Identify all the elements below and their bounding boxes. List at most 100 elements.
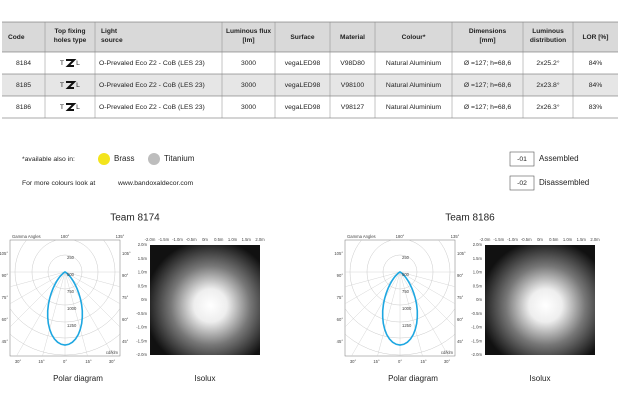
isolux-x-label: -1.0m [507, 237, 518, 242]
radial-label: 1250 [402, 323, 412, 328]
polar-grid [10, 240, 120, 356]
cell: 2x23.8° [536, 81, 559, 89]
polar-curve [381, 271, 419, 346]
polar-spoke [64, 271, 114, 356]
isolux-y-label: -1.5m [136, 338, 147, 343]
cell: V98127 [341, 104, 365, 111]
radial-label: 750 [67, 289, 75, 294]
isolux-caption: Isolux [530, 374, 551, 383]
angle-label: 75° [2, 295, 9, 300]
version-code: -02 [517, 180, 527, 187]
isolux-x-label: 2.0m [590, 237, 600, 242]
cell: O-Prevaled Eco Z2 - CoB (LES 23) [99, 104, 205, 111]
isolux-y-label: -1.0m [471, 325, 482, 330]
angle-label: 90° [457, 273, 464, 278]
isolux-y-label: 1.5m [473, 256, 483, 261]
angle-label: 75° [457, 295, 464, 300]
isolux-y-label: 0m [141, 297, 147, 302]
polar-spoke [64, 271, 120, 287]
radial-label: 1000 [402, 306, 412, 311]
isolux-y-label: -0.5m [136, 311, 147, 316]
polar-spoke [64, 271, 120, 304]
angle-label: 0° [398, 359, 402, 364]
availability-label: *available also in: [22, 156, 75, 163]
version-box [509, 175, 535, 191]
isolux-y-label: -1.5m [471, 338, 482, 343]
angle-label: 30° [15, 359, 22, 364]
polar-unit: cd/klm [106, 350, 119, 355]
radial-label: 1000 [67, 306, 77, 311]
isolux-x-label: 0m [537, 237, 543, 242]
polar-header: Gamma Angles [347, 234, 376, 239]
isolux-x-label: 2.0m [255, 237, 265, 242]
cell: 83% [589, 104, 603, 111]
radial-label: 250 [402, 255, 410, 260]
radial-label: 250 [67, 255, 75, 260]
polar-header: Gamma Angles [12, 234, 41, 239]
column-header: Colour* [402, 34, 426, 41]
isolux-x-label: -0.5m [521, 237, 532, 242]
polar-spoke [399, 271, 455, 287]
isolux-x-label: -2.0m [480, 237, 491, 242]
polar-spoke [351, 271, 401, 356]
isolux-y-label: 2.0m [138, 242, 148, 247]
isolux-y-label: 1.0m [138, 270, 148, 275]
finish-name: Brass [114, 154, 134, 163]
angle-label: 0° [63, 359, 67, 364]
cell: O-Prevaled Eco Z2 - CoB (LES 23) [99, 82, 205, 89]
cell: 84% [589, 82, 603, 89]
isolux-y-label: 2.0m [473, 242, 483, 247]
fixing-icon [65, 103, 77, 111]
polar-caption: Polar diagram [53, 374, 103, 383]
angle-label: 60° [122, 317, 129, 322]
polar-header: 135° [451, 234, 460, 239]
fixing-right: L [76, 82, 80, 89]
isolux-map [485, 245, 595, 355]
polar-grid [345, 240, 455, 356]
angle-label: 105° [122, 251, 131, 256]
fixing-left: T [60, 60, 64, 67]
polar-spoke [16, 271, 66, 356]
isolux-x-label: -1.0m [172, 237, 183, 242]
polar-header: 180° [396, 234, 405, 239]
cell: vegaLED98 [285, 82, 321, 89]
cell: Ø =127; h=68,6 [464, 104, 511, 111]
polar-curve [46, 271, 84, 346]
polar-spoke [399, 271, 449, 356]
radial-label: 500 [402, 272, 410, 277]
polar-caption: Polar diagram [388, 374, 438, 383]
polar-spoke [10, 271, 66, 287]
more-link[interactable]: www.bandoxaldecor.com [117, 180, 194, 187]
polar-spoke [399, 271, 455, 328]
polar-unit: cd/klm [441, 350, 454, 355]
radial-label: 1250 [67, 323, 77, 328]
isolux-x-label: 1.0m [563, 237, 573, 242]
cell: 3000 [241, 104, 256, 111]
polar-spoke [345, 271, 401, 304]
fixing-icon [65, 81, 77, 89]
cell: 2x26.3° [536, 103, 559, 111]
angle-label: 90° [337, 273, 344, 278]
cell: 3000 [241, 82, 256, 89]
angle-label: 30° [109, 359, 116, 364]
cell: 3000 [241, 60, 256, 67]
angle-label: 90° [122, 273, 129, 278]
isolux-y-label: 0m [476, 297, 482, 302]
more-text: For more colours look at [22, 180, 95, 187]
angle-label: 30° [350, 359, 357, 364]
cell: 84% [589, 60, 603, 67]
column-header: Top fixing holes type [54, 28, 87, 44]
cell: 8185 [16, 82, 31, 89]
version-code: -01 [517, 156, 527, 163]
column-header: Light source [101, 28, 123, 44]
isolux-x-label: 1.0m [228, 237, 238, 242]
column-header: Code [8, 34, 25, 41]
angle-label: 105° [457, 251, 466, 256]
column-header: Luminous flux [lm] [226, 28, 271, 44]
polar-spoke [345, 271, 401, 287]
isolux-caption: Isolux [195, 374, 216, 383]
isolux-x-label: 0.5m [214, 237, 224, 242]
angle-label: 75° [122, 295, 129, 300]
isolux-map [150, 245, 260, 355]
polar-spoke [10, 271, 66, 328]
